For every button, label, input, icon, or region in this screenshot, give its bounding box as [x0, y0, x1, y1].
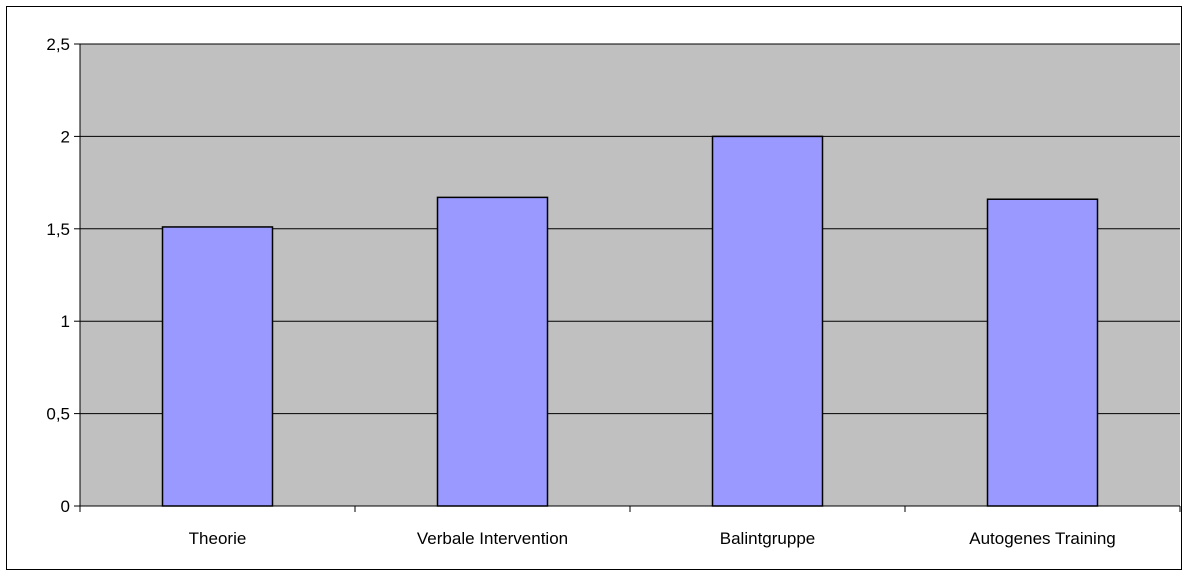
y-tick-label: 2: [61, 127, 70, 146]
y-tick-label: 1,5: [46, 220, 70, 239]
y-tick-label: 2,5: [46, 35, 70, 54]
x-tick-label: Theorie: [189, 529, 247, 548]
bar-autogenes-training: [986, 198, 1099, 507]
x-tick-label: Balintgruppe: [720, 529, 815, 548]
y-tick-label: 1: [61, 312, 70, 331]
bar-verbale-intervention: [436, 196, 549, 507]
chart-frame: 0 0,5 1 1,5 2 2,5 Theorie Verbale Intervention…: [6, 6, 1182, 570]
bar-balintgruppe: [711, 135, 824, 507]
x-tick-label: Autogenes Training: [969, 529, 1116, 548]
y-tick-label: 0,5: [46, 405, 70, 424]
x-axis-labels: Theorie Verbale Intervention Balintgruppe A…: [189, 529, 1116, 548]
x-tick-label: Verbale Intervention: [417, 529, 568, 548]
y-tick-label: 0: [61, 497, 70, 516]
bars: [161, 135, 1099, 507]
y-axis-labels: 0 0,5 1 1,5 2 2,5: [46, 35, 70, 516]
axes: [74, 43, 1181, 512]
bar-theorie: [161, 226, 274, 507]
bar-chart: 0 0,5 1 1,5 2 2,5 Theorie Verbale Intervention…: [46, 35, 1181, 548]
